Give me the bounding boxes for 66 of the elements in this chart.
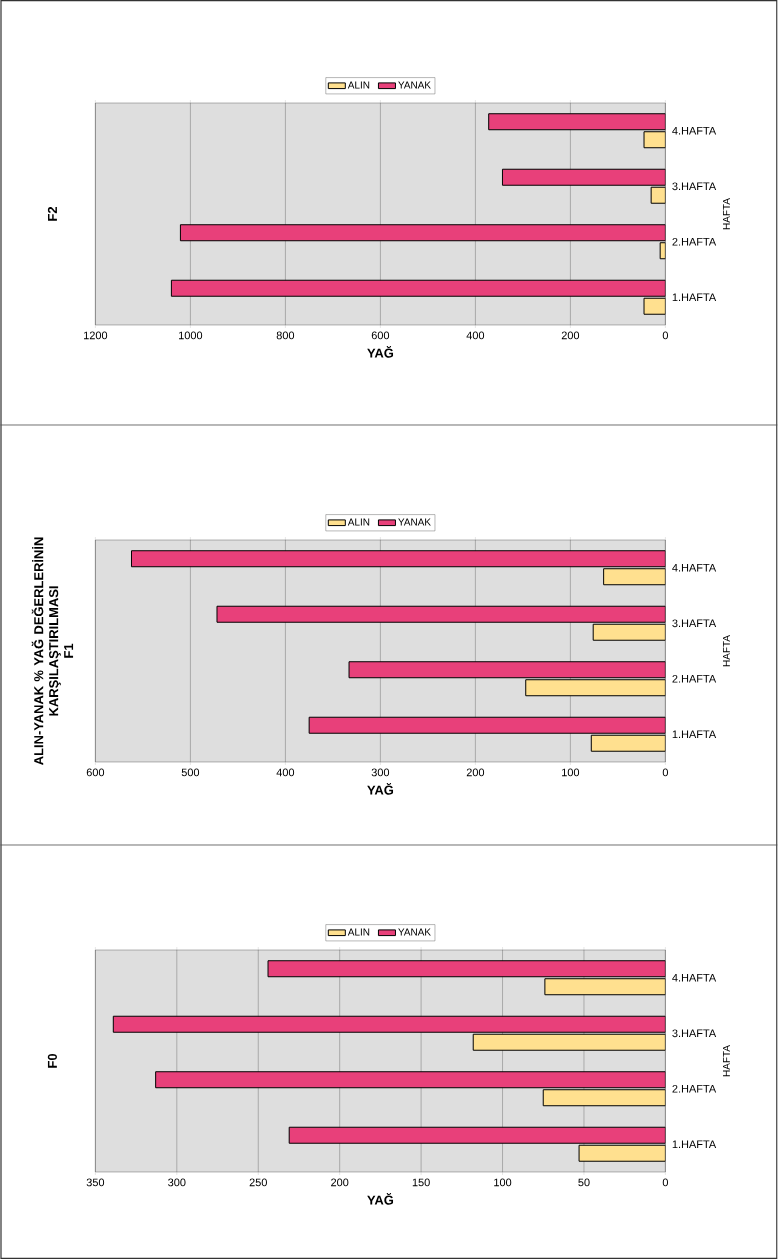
x-tick-label: 1000 [179,331,203,340]
text: F2 [47,206,58,221]
x-tick-label: 1200 [84,331,108,340]
x-tick-label: 350 [86,1178,105,1187]
bar [488,113,666,131]
bar [502,168,666,186]
x-axis-title: YAĞ [367,346,394,358]
x-tick-label: 800 [276,331,295,340]
x-tick-label: 600 [371,331,390,340]
y-tick-label: 3.HAFTA [672,182,717,191]
text: F1 [64,643,74,658]
y-axis-title: HAFTA [723,198,730,230]
x-tick-label: 300 [371,768,390,777]
x-tick-label: 500 [181,768,200,777]
x-axis-title: YAĞ [367,1193,394,1205]
bar [180,224,666,242]
y-tick-label: 1.HAFTA [672,293,717,302]
x-axis-title: YAĞ [367,783,394,795]
legend-label: ALIN [347,81,370,89]
bar [472,1033,666,1051]
x-tick-label: 0 [662,331,669,340]
bar [216,605,666,623]
x-tick-label: 600 [86,768,105,777]
x-tick-label: 250 [249,1178,268,1187]
x-tick-label: 400 [276,768,295,777]
y-tick-label: 4.HAFTA [672,563,717,572]
bar [348,661,666,679]
y-tick-label: 2.HAFTA [672,237,717,246]
y-tick-label: 1.HAFTA [672,1140,717,1149]
y-tick-label: 3.HAFTA [672,1029,717,1038]
bar [171,279,666,297]
bar [112,1015,666,1033]
legend-label: YANAK [398,81,431,89]
bar [578,1144,666,1162]
x-tick-label: 300 [168,1178,186,1187]
bar [308,716,666,734]
y-tick-label: 2.HAFTA [672,1084,717,1093]
text: ALIN-YANAK % YAĞ DEĞERLERİNİN KARŞILAŞTIRILMASI [31,537,61,765]
bar [267,960,666,978]
x-tick-label: 0 [662,768,669,777]
y-tick-label: 4.HAFTA [672,126,717,135]
x-tick-label: 400 [466,331,485,340]
x-tick-label: 150 [412,1178,430,1187]
legend-label: YANAK [398,518,431,526]
x-tick-label: 100 [562,768,580,777]
y-tick-label: 4.HAFTA [672,973,717,982]
legend-label: ALIN [347,928,370,936]
bar [155,1071,666,1089]
x-tick-label: 200 [466,768,485,777]
x-tick-label: 100 [494,1178,512,1187]
y-tick-label: 2.HAFTA [672,674,717,683]
legend-label: YANAK [398,928,431,936]
bar [288,1126,666,1144]
text: F0 [47,1053,58,1068]
y-axis-title: HAFTA [723,635,730,667]
x-tick-label: 0 [662,1178,669,1187]
bar [131,550,666,568]
y-tick-label: 1.HAFTA [672,730,717,739]
legend-label: ALIN [347,518,370,526]
y-tick-label: 3.HAFTA [672,619,717,628]
x-tick-label: 50 [578,1178,590,1187]
bar [544,978,666,996]
x-tick-label: 200 [561,331,580,340]
y-axis-title: HAFTA [723,1045,730,1077]
bar [542,1089,666,1107]
x-tick-label: 200 [331,1178,349,1187]
